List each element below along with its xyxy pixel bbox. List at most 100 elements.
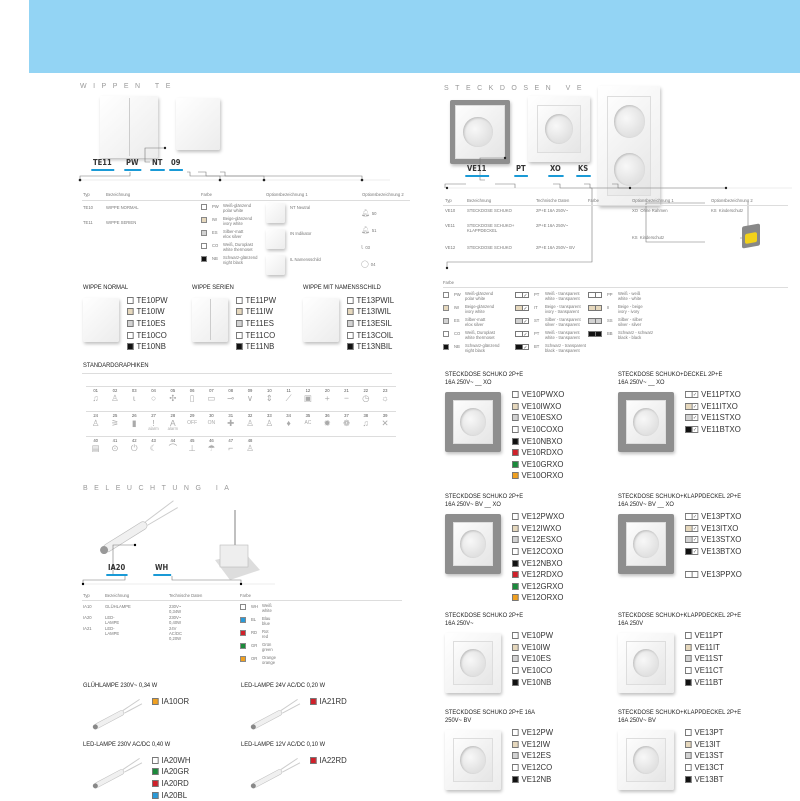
product-code-item[interactable]: IA20BL — [152, 789, 190, 801]
product-code-item[interactable]: VE13ST — [685, 750, 724, 762]
product-code-item[interactable]: VE10ESXO — [512, 412, 564, 424]
product-code-item[interactable]: ✓ VE13PTXO — [685, 511, 742, 523]
product-code-item[interactable]: VE10RDXO — [512, 447, 564, 459]
product-code-item[interactable]: TE13NBIL — [347, 341, 394, 353]
product-code-item[interactable]: VE11CT — [685, 665, 723, 677]
product-code-item[interactable]: ✓ VE11BTXO — [685, 424, 741, 436]
col-header-option1: Optionsbezeichnung 1 — [266, 192, 308, 197]
product-code-item[interactable]: VE10ES — [512, 653, 553, 665]
product-code-item[interactable]: TE13ESIL — [347, 318, 394, 330]
product-code-item[interactable]: TE10IW — [127, 306, 168, 318]
product-ve10: STECKDOSE SCHUKO 2P+E 16A 250V~ VE10PW VE10… — [445, 612, 615, 707]
graphic-item: 08 ⊸ — [221, 387, 240, 411]
color-name-en: ivory white — [223, 220, 243, 226]
product-code-item[interactable]: VE12ES — [512, 750, 553, 762]
product-code-item[interactable]: VE12IW — [512, 739, 553, 751]
graphic-number: 11 — [286, 388, 291, 393]
option1-item: NT Neutral — [290, 205, 311, 210]
product-ia10: GLÜHLAMPE 230V~ 0,34 W IA10OR — [83, 682, 233, 737]
graphic-number: 47 — [228, 438, 234, 443]
socket-image — [618, 730, 674, 790]
row-typ: IA20 — [83, 615, 92, 620]
product-code-item[interactable]: TE11IW — [236, 306, 276, 318]
product-code-item[interactable]: ✓ VE11PTXO — [685, 389, 741, 401]
color-legend-item: IW Beige-glänzend ivory white — [201, 216, 257, 226]
row-name: STECKDOSE SCHUKO — [467, 245, 512, 250]
product-code-item[interactable]: VE10PWXO — [512, 389, 564, 401]
product-code-item[interactable]: VE10IWXO — [512, 401, 564, 413]
color-code: ES — [212, 229, 218, 235]
product-code-item[interactable]: VE12ORXO — [512, 592, 564, 604]
product-code-item[interactable]: VE10ORXO — [512, 470, 564, 482]
graphic-number: 43 — [151, 438, 156, 443]
product-code-item[interactable]: VE13PPXO — [685, 569, 742, 581]
color-legend-item: SS Silber - silber silver - silver — [588, 317, 653, 327]
product-code-item[interactable]: TE13IWIL — [347, 306, 394, 318]
graphic-item: 27! alarm — [144, 412, 163, 436]
product-code-item[interactable]: VE12NB — [512, 773, 553, 785]
spacer — [685, 557, 742, 569]
product-code-item[interactable]: TE11PW — [236, 295, 276, 307]
color-swatch — [588, 317, 602, 324]
product-code-item[interactable]: VE11PT — [685, 630, 723, 642]
product-code-item[interactable]: ✓ VE13STXO — [685, 534, 742, 546]
product-code-item[interactable]: IA20WH — [152, 755, 190, 767]
color-code: PP — [607, 292, 613, 297]
product-code-item[interactable]: VE13PT — [685, 727, 724, 739]
product-code-item[interactable]: VE10COXO — [512, 424, 564, 436]
product-code-item[interactable]: VE10NBXO — [512, 435, 564, 447]
product-code-item[interactable]: VE10PW — [512, 630, 553, 642]
product-code-item[interactable]: VE10GRXO — [512, 459, 564, 471]
product-code-item[interactable]: VE10CO — [512, 665, 553, 677]
product-code-item[interactable]: VE12PWXO — [512, 511, 564, 523]
product-code-item[interactable]: IA20GR — [152, 766, 190, 778]
product-code-item[interactable]: VE12ESXO — [512, 534, 564, 546]
product-code-item[interactable]: IA22RD — [310, 755, 347, 767]
product-code-item[interactable]: IA10OR — [152, 696, 189, 708]
product-code-item[interactable]: TE10PW — [127, 295, 168, 307]
color-name-de: Weiß - transparent — [545, 291, 580, 296]
product-code-item[interactable]: IA21RD — [310, 696, 347, 708]
product-code-item[interactable]: VE13BT — [685, 773, 724, 785]
row-name: GLÜHLAMPE — [105, 604, 131, 609]
product-code-item[interactable]: VE12RDXO — [512, 569, 564, 581]
color-swatch — [152, 779, 159, 787]
alarm-exclaim-icon: ! — [152, 418, 155, 428]
product-code-item[interactable]: VE12NBXO — [512, 557, 564, 569]
product-code-item[interactable]: TE11NB — [236, 341, 276, 353]
color-name: Weiß-glänzend polar white — [465, 291, 493, 301]
product-code-item[interactable]: VE11BT — [685, 676, 723, 688]
product-code-item[interactable]: TE10NB — [127, 341, 168, 353]
product-code-item[interactable]: VE13CT — [685, 762, 724, 774]
product-code-item[interactable]: VE10NB — [512, 676, 553, 688]
product-code-item[interactable]: VE12CO — [512, 762, 553, 774]
product-code-item[interactable]: VE12GRXO — [512, 581, 564, 593]
color-swatch — [685, 775, 692, 783]
product-code-item[interactable]: ✓ VE11STXO — [685, 412, 741, 424]
product-code-item[interactable]: ✓ VE11ITXO — [685, 401, 741, 413]
product-code-item[interactable]: VE12IWXO — [512, 523, 564, 535]
graphic-number: 07 — [209, 388, 214, 393]
product-code-item[interactable]: VE11ST — [685, 653, 723, 665]
product-code-item[interactable]: VE13IT — [685, 739, 724, 751]
product-code: VE13PPXO — [701, 570, 742, 580]
product-code-item[interactable]: TE10CO — [127, 329, 168, 341]
product-code-item[interactable]: TE13PWIL — [347, 295, 394, 307]
product-code-item[interactable]: IA20RD — [152, 778, 190, 790]
product-code-item[interactable]: VE11IT — [685, 642, 723, 654]
graphic-item: 10 ⇕ — [260, 387, 279, 411]
code-part-color: PW — [124, 158, 141, 171]
graphic-item: 03 ⍳ — [125, 387, 144, 411]
product-code: VE10IW — [521, 642, 551, 652]
color-name: Schwarz - transparent black - transparent — [545, 343, 586, 353]
product-code-item[interactable]: TE10ES — [127, 318, 168, 330]
product-code-item[interactable]: TE11ES — [236, 318, 276, 330]
product-code-item[interactable]: VE10IW — [512, 642, 553, 654]
graphic-item: 32 ♙ — [240, 412, 259, 436]
product-code-item[interactable]: ✓ VE13BTXO — [685, 546, 742, 558]
product-code-item[interactable]: TE13COIL — [347, 329, 394, 341]
product-code-item[interactable]: VE12PW — [512, 727, 553, 739]
product-code-item[interactable]: VE12COXO — [512, 546, 564, 558]
product-code-item[interactable]: ✓ VE13ITXO — [685, 523, 742, 535]
product-code-item[interactable]: TE11CO — [236, 329, 276, 341]
